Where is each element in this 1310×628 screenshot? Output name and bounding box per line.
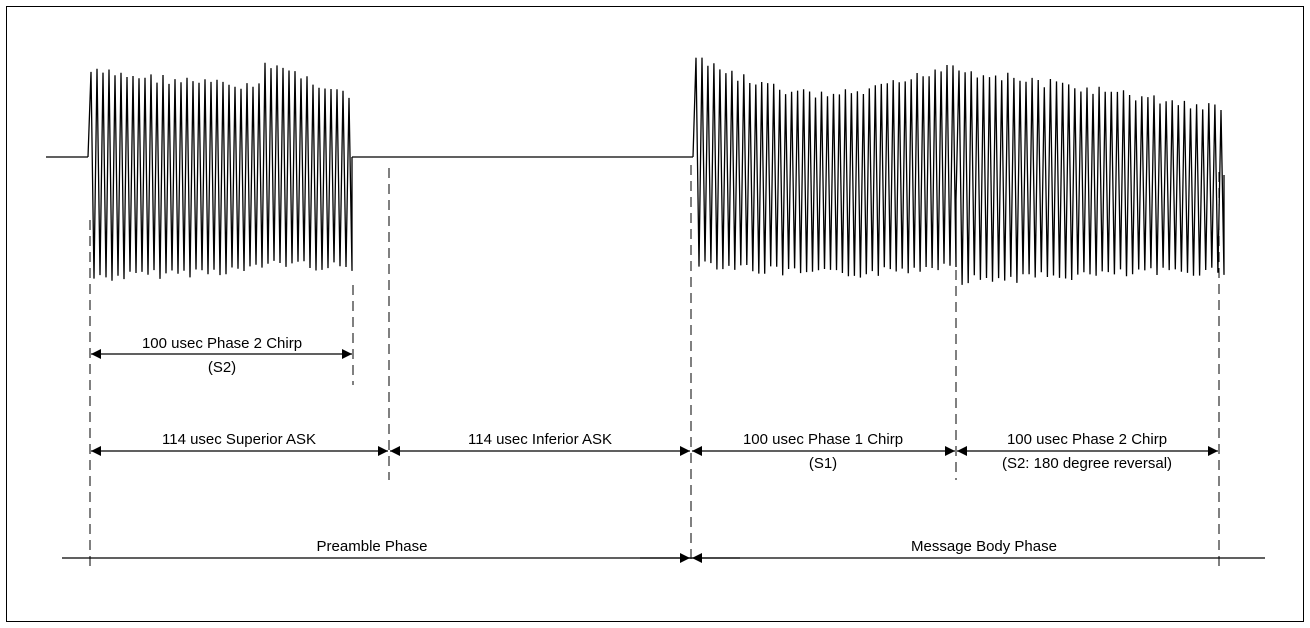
- label-message-body-phase: Message Body Phase: [911, 538, 1057, 555]
- labels: 100 usec Phase 2 Chirp (S2) 114 usec Sup…: [142, 335, 1172, 555]
- label-superior-ask: 114 usec Superior ASK: [162, 431, 316, 448]
- label-chirp-s2-reversal-line2: (S2: 180 degree reversal): [1002, 455, 1172, 472]
- label-chirp-s2-preamble-line2: (S2): [208, 359, 236, 376]
- dimension-arrows: [62, 349, 1265, 563]
- label-chirp-s2-reversal-line1: 100 usec Phase 2 Chirp: [1007, 431, 1167, 448]
- waveform-message-chirp-s1: [692, 57, 957, 278]
- waveform-message-chirp-s2-reversal: [955, 70, 1225, 285]
- label-chirp-s1-line2: (S1): [809, 455, 837, 472]
- label-chirp-s1-line1: 100 usec Phase 1 Chirp: [743, 431, 903, 448]
- waveform-preamble-chirp: [87, 62, 353, 281]
- label-chirp-s2-preamble-line1: 100 usec Phase 2 Chirp: [142, 335, 302, 352]
- boundary-markers: [89, 165, 1220, 572]
- label-preamble-phase: Preamble Phase: [317, 538, 428, 555]
- signal-waveform: [87, 57, 1225, 285]
- label-inferior-ask: 114 usec Inferior ASK: [468, 431, 612, 448]
- diagram-border: [6, 6, 1304, 622]
